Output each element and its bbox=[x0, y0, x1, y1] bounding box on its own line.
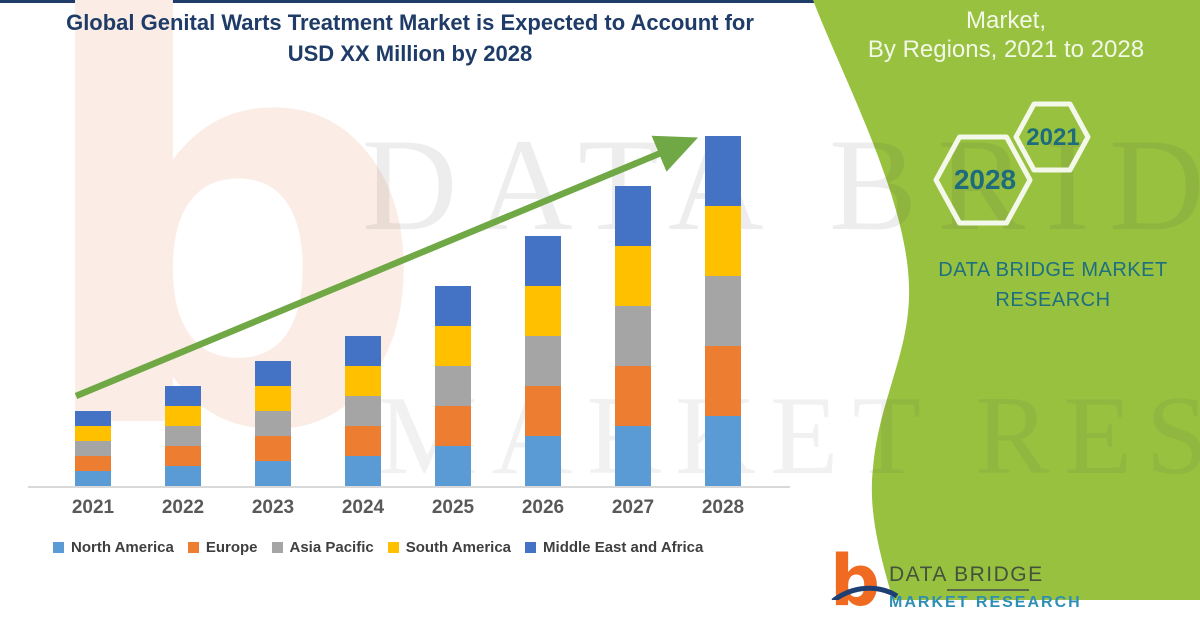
axis-label-year: 2027 bbox=[611, 497, 655, 518]
bar-segment bbox=[615, 306, 651, 366]
axis-label-year: 2026 bbox=[521, 497, 565, 518]
bar-segment bbox=[75, 411, 111, 426]
bar-segment bbox=[615, 186, 651, 246]
axis-label-year: 2023 bbox=[251, 497, 295, 518]
top-border bbox=[0, 0, 1200, 3]
bar-segment bbox=[345, 396, 381, 426]
green-side-panel bbox=[813, 0, 1200, 600]
legend-swatch-icon bbox=[53, 542, 64, 553]
bar-segment bbox=[615, 426, 651, 486]
sidebar-heading-line1: Market, bbox=[965, 7, 1046, 34]
sidebar-brand-line1: DATA BRIDGE MARKET bbox=[938, 259, 1168, 281]
axis-label-year: 2025 bbox=[431, 497, 475, 518]
bar-segment bbox=[165, 466, 201, 486]
bar-segment bbox=[165, 446, 201, 466]
axis-label-year: 2022 bbox=[161, 497, 205, 518]
bar-segment bbox=[525, 436, 561, 486]
bar-segment bbox=[435, 406, 471, 446]
bar-segment bbox=[345, 456, 381, 486]
legend-swatch-icon bbox=[387, 542, 399, 553]
bar-segment bbox=[705, 416, 741, 486]
axis-label-year: 2024 bbox=[341, 497, 385, 518]
bar-segment bbox=[255, 461, 291, 486]
bar-segment bbox=[75, 441, 111, 456]
footer-logo-name: DATA BRIDGE bbox=[889, 563, 1044, 586]
bar-segment bbox=[705, 136, 741, 206]
legend-item: Middle East and Africa bbox=[525, 539, 703, 556]
sidebar-brand-text: DATA BRIDGE MARKET RESEARCH bbox=[900, 255, 1200, 315]
bar-segment bbox=[345, 336, 381, 366]
bar-segment bbox=[75, 456, 111, 471]
chart-title-line1: Global Genital Warts Treatment Market is… bbox=[66, 10, 754, 35]
hexagon-year-2021: 2021 bbox=[1026, 124, 1080, 151]
chart-title: Global Genital Warts Treatment Market is… bbox=[50, 7, 770, 69]
x-axis-line bbox=[28, 486, 790, 488]
legend-swatch-icon bbox=[525, 542, 537, 553]
bar-segment bbox=[435, 446, 471, 486]
bar-segment bbox=[615, 366, 651, 426]
green-panel-shape bbox=[813, 0, 1200, 600]
bar-segment bbox=[255, 411, 291, 436]
bar-segment bbox=[705, 206, 741, 276]
footer-logo-swoosh-icon bbox=[831, 585, 899, 600]
bar-segment bbox=[165, 406, 201, 426]
hexagon-graphics bbox=[933, 101, 1091, 226]
hexagon-year-2028: 2028 bbox=[953, 164, 1017, 195]
bar-segment bbox=[75, 471, 111, 486]
watermark-text-row2: MARKET RESEARCH bbox=[378, 374, 1200, 498]
trend-arrow bbox=[74, 135, 699, 400]
legend-item: Europe bbox=[187, 539, 258, 556]
bar-segment bbox=[705, 346, 741, 416]
bar-segment bbox=[525, 236, 561, 286]
trend-arrow-line bbox=[74, 135, 699, 400]
legend-item: North America bbox=[53, 539, 174, 556]
bar-segment bbox=[705, 276, 741, 346]
bar-segment bbox=[75, 426, 111, 441]
sidebar-heading-line2: By Regions, 2021 to 2028 bbox=[867, 36, 1145, 63]
legend-label: South America bbox=[405, 539, 512, 556]
legend-label: Asia Pacific bbox=[289, 539, 374, 556]
legend-item: Asia Pacific bbox=[271, 539, 374, 556]
bar-segment bbox=[615, 246, 651, 306]
chart-title-line2: USD XX Million by 2028 bbox=[287, 41, 533, 66]
bar-segment bbox=[345, 366, 381, 396]
hexagon-2028-outline bbox=[933, 134, 1033, 226]
bar-segment bbox=[165, 386, 201, 406]
bar-segment bbox=[255, 361, 291, 386]
watermark-text-row1: DATA BRIDGE bbox=[362, 111, 1200, 258]
legend-swatch-icon bbox=[187, 542, 199, 553]
sidebar-heading: Market, By Regions, 2021 to 2028 bbox=[816, 6, 1196, 64]
legend-label: Europe bbox=[205, 539, 258, 556]
bar-segment bbox=[525, 386, 561, 436]
bar-segment bbox=[345, 426, 381, 456]
bar-chart-area: 2021 2022 2023 2024 2025 2026 2027 2028 bbox=[71, 136, 745, 518]
sidebar-brand-line2: RESEARCH bbox=[995, 289, 1111, 311]
bar-segment bbox=[435, 326, 471, 366]
footer-logo-underline bbox=[947, 589, 1029, 591]
bar-segment bbox=[525, 336, 561, 386]
legend-label: Middle East and Africa bbox=[543, 539, 704, 556]
bar-segment bbox=[165, 426, 201, 446]
bar-segment bbox=[255, 436, 291, 461]
bar-segment bbox=[435, 366, 471, 406]
legend-label: North America bbox=[71, 539, 174, 556]
hexagon-2021-outline bbox=[1013, 101, 1091, 173]
axis-label-year: 2021 bbox=[71, 497, 115, 518]
bar-segment bbox=[525, 286, 561, 336]
legend-item: South America bbox=[387, 539, 512, 556]
legend-swatch-icon bbox=[271, 542, 283, 553]
axis-label-year: 2028 bbox=[701, 497, 745, 518]
bar-segment bbox=[255, 386, 291, 411]
chart-legend: North America Europe Asia Pacific South Ame… bbox=[53, 539, 703, 556]
bar-segment bbox=[435, 286, 471, 326]
